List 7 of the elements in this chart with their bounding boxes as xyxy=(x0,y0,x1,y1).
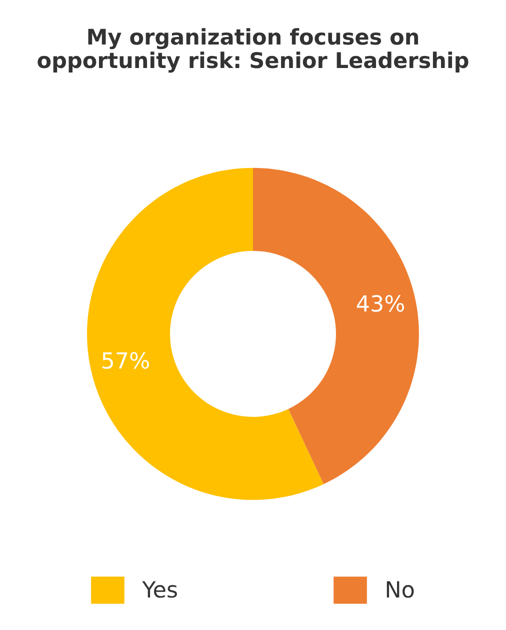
chart-title: My organization focuses on opportunity risk: Senior Leadership xyxy=(38,28,468,73)
data-label: 57% xyxy=(102,352,149,369)
legend-label: No xyxy=(386,581,414,598)
legend-label: Yes xyxy=(142,581,177,598)
donut-slice xyxy=(87,168,324,500)
data-label: 43% xyxy=(356,295,404,312)
donut-slice xyxy=(253,168,419,484)
